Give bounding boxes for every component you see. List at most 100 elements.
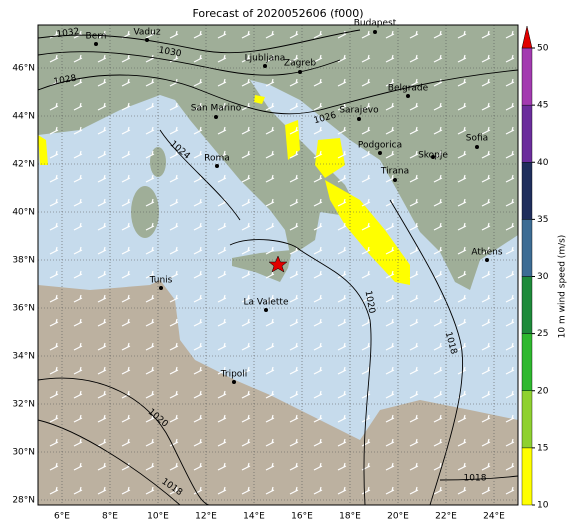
wind-barb <box>49 54 59 63</box>
wind-barb <box>217 222 227 231</box>
wind-barb <box>385 30 395 39</box>
wind-barb <box>97 78 107 87</box>
wind-barb <box>49 198 59 207</box>
wind-barb <box>241 294 251 303</box>
wind-barb <box>145 102 155 111</box>
wind-barb <box>265 342 275 351</box>
wind-barb <box>49 294 59 303</box>
wind-barb <box>169 150 179 159</box>
lon-label: 18°E <box>339 512 361 522</box>
wind-barb <box>265 78 275 87</box>
wind-barb <box>49 486 59 495</box>
wind-barb <box>385 246 395 255</box>
wind-barb <box>409 366 419 375</box>
wind-barb <box>505 198 515 207</box>
wind-barb <box>289 462 299 471</box>
wind-barb <box>193 270 203 279</box>
wind-barb <box>337 462 347 471</box>
wind-barb <box>265 390 275 399</box>
city-label: Vaduz <box>133 28 160 38</box>
wind-barb <box>409 150 419 159</box>
wind-barb <box>313 318 323 327</box>
wind-barb <box>505 318 515 327</box>
city-dot <box>232 380 236 384</box>
wind-barb <box>457 294 467 303</box>
wind-barb <box>49 174 59 183</box>
wind-barb <box>97 174 107 183</box>
wind-barb <box>481 30 491 39</box>
wind-barb <box>49 318 59 327</box>
wind-barb <box>97 438 107 447</box>
colorbar-segment <box>521 447 533 506</box>
wind-barb <box>241 174 251 183</box>
wind-barb <box>217 414 227 423</box>
map-frame <box>37 24 519 506</box>
wind-barb <box>313 270 323 279</box>
wind-barb <box>313 78 323 87</box>
wind-barb <box>289 390 299 399</box>
wind-barb <box>385 78 395 87</box>
wind-barb <box>481 54 491 63</box>
wind-barb <box>433 198 443 207</box>
wind-barb <box>217 318 227 327</box>
wind-barb <box>193 150 203 159</box>
wind-barb <box>49 414 59 423</box>
graticule <box>38 25 518 505</box>
wind-barb <box>121 198 131 207</box>
city-dot <box>485 258 489 262</box>
wind-barb <box>241 102 251 111</box>
city-dot <box>214 115 218 119</box>
wind-barb <box>433 342 443 351</box>
wind-barb <box>409 438 419 447</box>
wind-barb <box>409 102 419 111</box>
wind-barb <box>73 486 83 495</box>
city-dot <box>406 94 410 98</box>
wind-barb <box>433 294 443 303</box>
wind-barb <box>361 438 371 447</box>
lat-label: 36°N <box>12 304 35 314</box>
colorbar-segment <box>521 219 533 277</box>
wind-barb <box>385 270 395 279</box>
wind-barb <box>97 390 107 399</box>
sardinia <box>131 186 159 238</box>
wind-barb <box>265 54 275 63</box>
wind-barb <box>313 342 323 351</box>
wind-barb <box>121 174 131 183</box>
wind-barb <box>121 150 131 159</box>
wind-barb <box>49 462 59 471</box>
city-dot <box>145 38 149 42</box>
wind-barb <box>217 390 227 399</box>
wind-barb <box>121 342 131 351</box>
wind-barb <box>361 30 371 39</box>
wind-barb <box>409 54 419 63</box>
wind-barb <box>241 462 251 471</box>
wind-barb <box>505 270 515 279</box>
wind-barb <box>241 78 251 87</box>
wind-barb <box>361 318 371 327</box>
wind-barb <box>313 438 323 447</box>
wind-barb <box>193 390 203 399</box>
wind-barb <box>73 174 83 183</box>
wind-barb <box>457 174 467 183</box>
colorbar-label: 10 m wind speed (m/s) <box>558 235 568 339</box>
wind-barb <box>145 366 155 375</box>
wind-barb <box>385 150 395 159</box>
wind-barb <box>193 222 203 231</box>
wind-barb <box>505 30 515 39</box>
wind-barb <box>505 54 515 63</box>
wind-barb <box>169 30 179 39</box>
isobars <box>38 29 518 505</box>
wind-barb <box>337 198 347 207</box>
wind-barb <box>241 390 251 399</box>
city-label: Tunis <box>149 276 173 286</box>
wind-barb <box>409 294 419 303</box>
wind-barb <box>505 366 515 375</box>
wind-barb <box>337 318 347 327</box>
wind-barb <box>337 270 347 279</box>
wind-barb <box>265 150 275 159</box>
wind-barb <box>385 342 395 351</box>
lat-label: 32°N <box>12 400 35 410</box>
map-area <box>38 25 518 505</box>
wind-barb <box>265 462 275 471</box>
